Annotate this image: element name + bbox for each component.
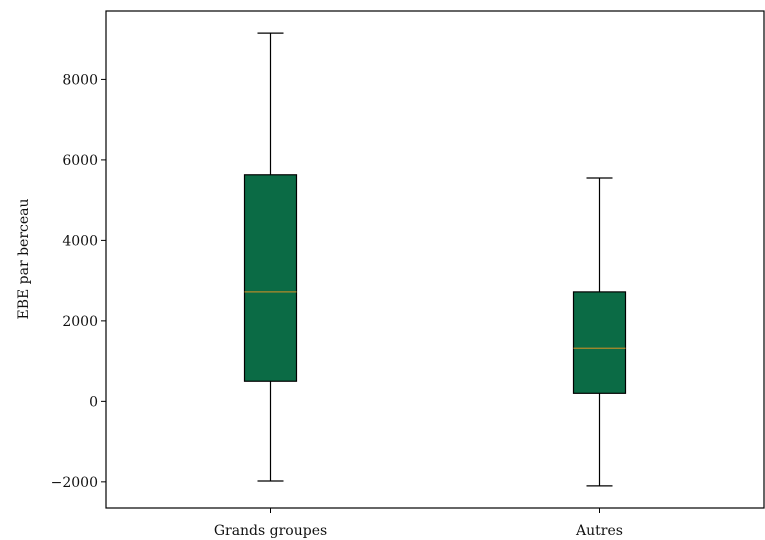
y-axis-ticks: −2000 0 2000 4000 6000 8000 bbox=[51, 72, 106, 491]
y-tick-label: −2000 bbox=[51, 475, 98, 491]
y-axis-label: EBE par berceau bbox=[16, 198, 32, 319]
y-tick-label: 0 bbox=[89, 394, 98, 410]
x-tick-label: Autres bbox=[575, 523, 623, 539]
iqr-box bbox=[243, 174, 298, 382]
y-tick-label: 4000 bbox=[62, 233, 98, 249]
y-tick-label: 2000 bbox=[62, 314, 98, 330]
x-axis-ticks: Grands groupes Autres bbox=[214, 508, 623, 539]
box-group-1 bbox=[243, 32, 298, 482]
box-group-2 bbox=[572, 177, 627, 487]
boxes-layer bbox=[243, 32, 627, 487]
y-tick-label: 8000 bbox=[62, 72, 98, 88]
plot-frame bbox=[105, 10, 765, 509]
x-tick-label: Grands groupes bbox=[214, 523, 327, 539]
iqr-box bbox=[572, 291, 627, 394]
y-tick-label: 6000 bbox=[62, 153, 98, 169]
axes-layer bbox=[105, 10, 765, 509]
